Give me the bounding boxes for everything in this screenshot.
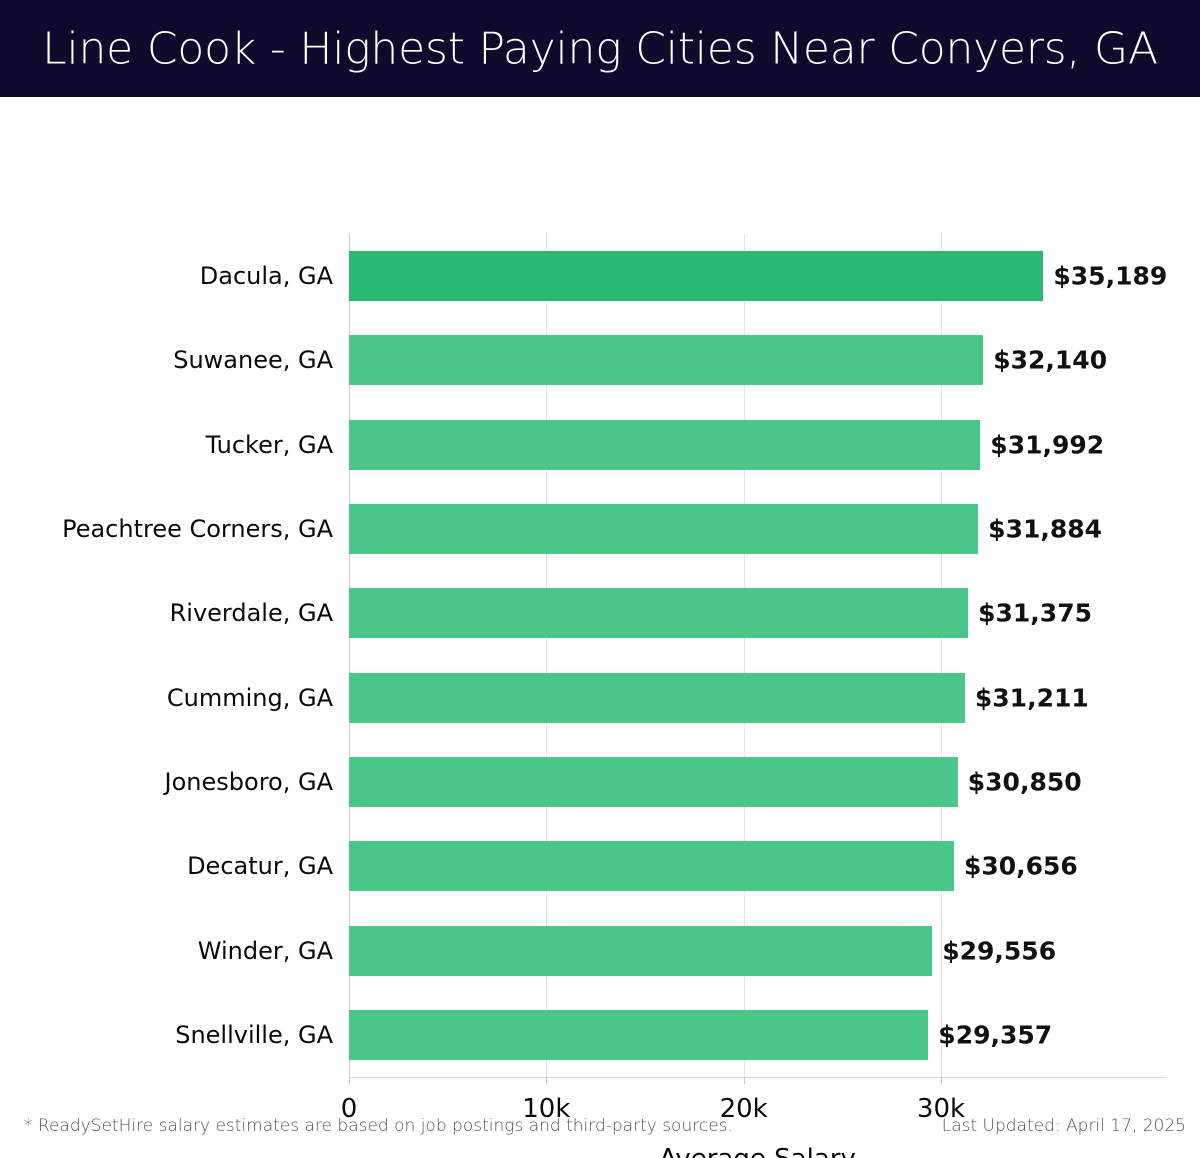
footer-disclaimer: * ReadySetHire salary estimates are base… (24, 1116, 733, 1136)
category-label: Suwanee, GA (173, 346, 333, 375)
bar[interactable] (349, 1009, 929, 1060)
x-axis-tickmark (743, 1077, 745, 1084)
category-label: Cumming, GA (166, 683, 333, 712)
bar-value-label: $31,992 (990, 430, 1105, 460)
bar[interactable] (349, 335, 984, 386)
gridline (743, 234, 745, 1077)
bar-row: Snellville, GA $29,357 (0, 993, 1200, 1077)
category-label: Riverdale, GA (169, 599, 333, 628)
bar-value-label: $31,375 (978, 598, 1092, 628)
bar-row: Tucker, GA $31,992 (0, 403, 1200, 487)
bar-value-label: $30,656 (963, 851, 1078, 881)
category-label: Tucker, GA (205, 430, 333, 459)
bar-value-label: $31,884 (988, 514, 1103, 544)
category-label: Winder, GA (197, 936, 333, 965)
category-label: Snellville, GA (175, 1020, 333, 1049)
x-axis-tickmark (941, 1077, 942, 1084)
x-axis-tickmark (546, 1077, 548, 1084)
bar-row: Winder, GA $29,556 (0, 908, 1200, 992)
x-axis-tick-label: 20k (719, 1094, 768, 1124)
x-axis-line (349, 1077, 1166, 1078)
bar-row: Jonesboro, GA $30,850 (0, 740, 1200, 824)
category-label: Peachtree Corners, GA (62, 515, 333, 544)
bar-row: Decatur, GA $30,656 (0, 824, 1200, 908)
bar-value-label: $29,556 (942, 936, 1057, 966)
bar-value-label: $31,211 (974, 683, 1089, 713)
x-axis-tick-label: 0 (340, 1094, 358, 1124)
bar-value-label: $29,357 (938, 1020, 1053, 1050)
gridline (941, 234, 942, 1077)
x-axis-label: Average Salary (349, 1144, 1166, 1158)
bar-value-label: $30,850 (967, 767, 1082, 797)
bar[interactable] (349, 925, 933, 976)
gridline (546, 234, 548, 1077)
category-label: Decatur, GA (187, 852, 333, 881)
bar[interactable] (349, 419, 981, 470)
plot-area: Dacula, GA $35,189 Suwanee, GA $32,140 Tucke… (0, 97, 1200, 1158)
page-title: Line Cook - Highest Paying Cities Near C… (42, 23, 1158, 74)
bar-row: Peachtree Corners, GA $31,884 (0, 487, 1200, 571)
category-label: Jonesboro, GA (164, 767, 333, 796)
bar[interactable] (349, 841, 954, 892)
bar[interactable] (349, 588, 969, 639)
gridline (349, 234, 350, 1077)
bar[interactable] (349, 251, 1044, 302)
bar-row: Cumming, GA $31,211 (0, 656, 1200, 740)
bar-value-label: $35,189 (1053, 261, 1168, 291)
bar-row: Suwanee, GA $32,140 (0, 318, 1200, 402)
bar[interactable] (349, 504, 979, 555)
category-label: Dacula, GA (199, 262, 333, 291)
x-axis-tickmark (349, 1077, 350, 1084)
bar[interactable] (349, 756, 958, 807)
bar-row: Dacula, GA $35,189 (0, 234, 1200, 318)
chart-header: Line Cook - Highest Paying Cities Near C… (0, 0, 1200, 97)
chart-footer: * ReadySetHire salary estimates are base… (0, 1108, 1200, 1158)
bar-row: Riverdale, GA $31,375 (0, 571, 1200, 655)
x-axis-tick-label: 30k (916, 1094, 966, 1124)
footer-last-updated: Last Updated: April 17, 2025 (941, 1116, 1186, 1136)
x-axis-tick-label: 10k (522, 1094, 571, 1124)
bar[interactable] (349, 672, 965, 723)
bar-value-label: $32,140 (993, 345, 1108, 375)
